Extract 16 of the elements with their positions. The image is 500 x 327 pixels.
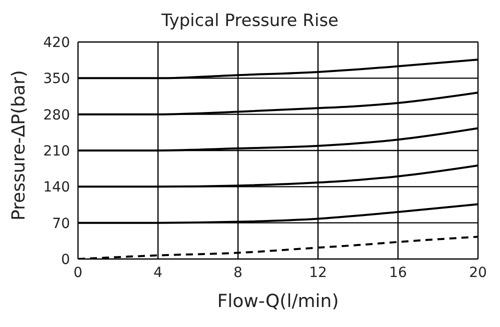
x-tick-label: 0 (74, 264, 82, 281)
y-axis-title: Pressure-ΔP(bar) (8, 70, 30, 220)
y-tick-label: 350 (43, 71, 70, 88)
x-tick-label: 4 (154, 264, 163, 281)
x-tick-label: 16 (389, 264, 407, 281)
y-tick-label: 420 (43, 34, 70, 51)
y-tick-label: 0 (61, 252, 70, 268)
chart-title: Typical Pressure Rise (160, 10, 340, 33)
y-tick-label: 210 (43, 143, 70, 160)
y-tick-label: 70 (52, 216, 70, 232)
y-tick-label: 280 (43, 107, 70, 124)
x-tick-label: 8 (234, 264, 242, 281)
y-tick-label: 140 (43, 180, 70, 196)
x-tick-label: 20 (469, 264, 487, 281)
x-axis-title: Flow-Q(l/min) (217, 291, 339, 312)
x-tick-label: 12 (309, 264, 327, 281)
